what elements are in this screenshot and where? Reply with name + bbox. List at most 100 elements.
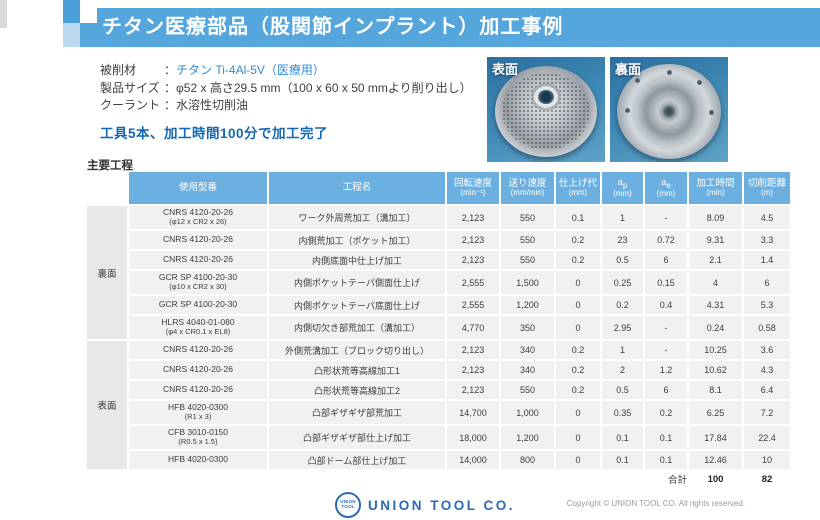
cell-process-name: 内側ポケットテーパ底面仕上げ xyxy=(269,296,445,314)
photo-back-surface: 裏面 xyxy=(610,57,728,162)
cell-value-distance: 6 xyxy=(744,271,790,294)
spec-row-size: 製品サイズ ： φ52 x 高さ29.5 mm（100 x 60 x 50 mm… xyxy=(100,80,472,98)
cell-value-feed: 800 xyxy=(501,451,554,469)
photo-front-surface: 表面 xyxy=(487,57,605,162)
cell-value-finish: 0 xyxy=(556,426,600,449)
cell-value-rotation: 14,700 xyxy=(447,401,499,424)
cell-value-rotation: 4,770 xyxy=(447,316,499,339)
header-cell-group-blank xyxy=(87,172,127,204)
rim-notch xyxy=(667,70,672,75)
rim-notch xyxy=(697,80,702,85)
header-cell: 仕上げ代 (mm) xyxy=(556,172,600,204)
cell-process-name: 凸部ギザギザ部仕上げ加工 xyxy=(269,426,445,449)
cell-model-number: HLRS 4040-01-080 (φ4 x CR0.1 x EL8) xyxy=(129,316,267,339)
spec-label: 被削材 xyxy=(100,63,137,77)
header-cell: 工程名 xyxy=(269,172,445,204)
logo-mark-text: UNION xyxy=(340,499,356,505)
cell-value-ae: 6 xyxy=(645,381,687,399)
table-header-row: 使用型番 工程名 回転速度 (min⁻¹) 送り速度 (mm/min) 仕上げ代 (mm) ap… xyxy=(87,172,790,204)
cell-value-time: 4.31 xyxy=(689,296,742,314)
page-title: チタン医療部品（股関節インプラント）加工事例 xyxy=(78,8,820,47)
group-cell: 裏面 xyxy=(87,206,127,339)
cell-value-ap: 0.1 xyxy=(602,451,643,469)
center-hole xyxy=(538,89,554,104)
spec-value-material: チタン Ti-4Al-5V（医療用） xyxy=(176,63,325,77)
cell-value-ae: 0.15 xyxy=(645,271,687,294)
cell-value-finish: 0.1 xyxy=(556,206,600,229)
cell-value-time: 17.84 xyxy=(689,426,742,449)
total-blank-cell xyxy=(501,471,554,487)
cell-process-name: 内側底面中仕上げ加工 xyxy=(269,251,445,269)
cell-value-time: 10.25 xyxy=(689,341,742,359)
cell-value-ae: 0.1 xyxy=(645,451,687,469)
cell-model-number: CNRS 4120-20-26 xyxy=(129,361,267,379)
cell-value-finish: 0 xyxy=(556,401,600,424)
total-blank-cell xyxy=(556,471,600,487)
cell-value-ae: - xyxy=(645,341,687,359)
spec-colon: ： xyxy=(164,63,177,77)
table-row: CFB 3010-0150 (R0.5 x 1.5) 凸部ギザギザ部仕上げ加工 18,… xyxy=(87,426,790,449)
table-row: CNRS 4120-20-26 内側底面中仕上げ加工 2,123 550 0.2 0.5 6… xyxy=(87,251,790,269)
cell-value-rotation: 2,555 xyxy=(447,271,499,294)
total-machining-time: 100 xyxy=(707,473,724,485)
cell-value-distance: 6.4 xyxy=(744,381,790,399)
cell-value-ap: 2 xyxy=(602,361,643,379)
header-cell: 送り速度 (mm/min) xyxy=(501,172,554,204)
cell-value-finish: 0 xyxy=(556,451,600,469)
cell-model-number: CNRS 4120-20-26 xyxy=(129,231,267,249)
cell-value-rotation: 2,123 xyxy=(447,341,499,359)
spec-colon: ： xyxy=(164,98,177,112)
cell-value-time: 6.25 xyxy=(689,401,742,424)
cell-value-ap: 0.5 xyxy=(602,381,643,399)
logo-company-name: UNION TOOL CO. xyxy=(368,497,516,513)
cell-value-finish: 0.2 xyxy=(556,361,600,379)
cell-model-number: CNRS 4120-20-26 xyxy=(129,341,267,359)
cell-value-ap: 1 xyxy=(602,341,643,359)
copyright-text: Copyright © UNION TOOL CO. All rights re… xyxy=(566,499,745,508)
cell-process-name: 凸形状荒等高線加工1 xyxy=(269,361,445,379)
cell-value-distance: 1.4 xyxy=(744,251,790,269)
cell-process-name: ワーク外周荒加工（溝加工） xyxy=(269,206,445,229)
cell-process-name: 内側切欠き部荒加工（溝加工） xyxy=(269,316,445,339)
photo-label-front: 表面 xyxy=(492,62,519,77)
header-cell: 使用型番 xyxy=(129,172,267,204)
cell-process-name: 凸部ギザギザ部荒加工 xyxy=(269,401,445,424)
photo-label-back: 裏面 xyxy=(615,62,642,77)
cell-process-name: 凸形状荒等高線加工2 xyxy=(269,381,445,399)
cell-value-rotation: 14,000 xyxy=(447,451,499,469)
cell-value-time: 4 xyxy=(689,271,742,294)
cell-value-ae: 1.2 xyxy=(645,361,687,379)
dimple-texture xyxy=(502,73,590,150)
rim-notch xyxy=(625,108,630,113)
cell-value-distance: 4.3 xyxy=(744,361,790,379)
cell-value-feed: 1,500 xyxy=(501,271,554,294)
table-row: GCR SP 4100-20-30 内側ポケットテーパ底面仕上げ 2,555 1,20… xyxy=(87,296,790,314)
cell-value-ap: 0.5 xyxy=(602,251,643,269)
cell-model-number: CFB 3010-0150 (R0.5 x 1.5) xyxy=(129,426,267,449)
table-total-row: 合計 100 82 xyxy=(87,471,790,487)
total-blank-cell xyxy=(269,471,445,487)
cell-value-distance: 4.5 xyxy=(744,206,790,229)
total-cutting-distance: 82 xyxy=(761,473,773,485)
union-tool-logo-icon: UNION TOOL xyxy=(335,492,361,518)
cell-value-feed: 1,200 xyxy=(501,296,554,314)
cell-value-rotation: 2,123 xyxy=(447,361,499,379)
cell-value-time: 2.1 xyxy=(689,251,742,269)
cell-value-distance: 22.4 xyxy=(744,426,790,449)
total-blank-cell xyxy=(129,471,267,487)
cell-value-feed: 550 xyxy=(501,381,554,399)
spec-value-coolant: 水溶性切削油 xyxy=(176,98,249,112)
cell-value-feed: 340 xyxy=(501,361,554,379)
spec-label: 製品サイズ xyxy=(100,80,160,95)
cell-process-name: 内側ポケットテーパ側面仕上げ xyxy=(269,271,445,294)
cell-value-finish: 0.2 xyxy=(556,231,600,249)
cell-value-ae: - xyxy=(645,316,687,339)
cell-value-time: 10.62 xyxy=(689,361,742,379)
implant-cup-image xyxy=(617,64,721,159)
cell-model-number: HFB 4020-0300 (R1 x 3) xyxy=(129,401,267,424)
cell-value-feed: 350 xyxy=(501,316,554,339)
header-cell: 加工時間 (min) xyxy=(689,172,742,204)
rim-notch xyxy=(709,110,714,115)
summary-statement: 工具5本、加工時間100分で加工完了 xyxy=(100,126,329,141)
cell-value-ap: 1 xyxy=(602,206,643,229)
